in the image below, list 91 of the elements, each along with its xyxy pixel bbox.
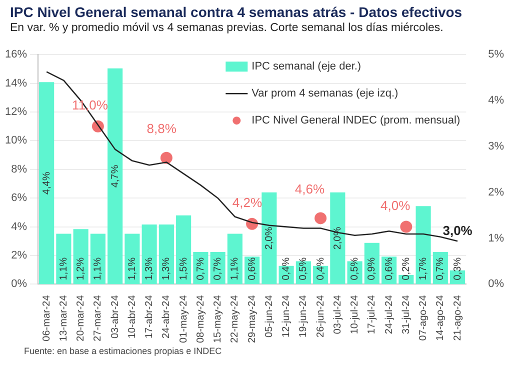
data-label: 0,3% [452, 257, 464, 280]
x-tick-label: 19-jun-24 [298, 294, 310, 338]
data-label: 0,7% [435, 257, 446, 280]
x-tick-label: 20-mar-24 [76, 294, 87, 342]
data-label: 4,0% [380, 198, 411, 213]
point [160, 152, 172, 164]
bar [39, 82, 54, 284]
data-label: 2,0% [264, 226, 275, 250]
x-tick-label: 06-mar-24 [41, 294, 52, 342]
data-label: 0,2% [400, 257, 412, 280]
y-tick-label: 16% [4, 48, 28, 61]
y-tick-label: 12% [4, 106, 28, 118]
legend-label: IPC Nivel General INDEC (prom. mensual) [252, 114, 460, 127]
y-tick-label: 0% [11, 278, 28, 290]
data-label: 0,4% [281, 257, 292, 280]
y2-tick-label: 3% [488, 140, 504, 152]
bar [142, 224, 157, 284]
data-label: 0,5% [298, 257, 310, 280]
data-label: 0,9% [366, 257, 378, 280]
data-label: 1,1% [126, 257, 138, 280]
x-tick-label: 22-may-24 [230, 294, 241, 344]
data-label: 0,7% [195, 257, 206, 280]
data-label: 1,1% [92, 257, 104, 280]
point [314, 212, 327, 224]
y2-tick-label: 2% [488, 186, 504, 198]
bar [124, 234, 140, 284]
chart-subtitle: En var. % y promedio móvil vs 4 semanas previas. Corte semanal los días miércoles. [9, 21, 444, 34]
x-tick-label: 17-abr-24 [144, 294, 156, 339]
bar [90, 234, 106, 284]
data-label: 8,8% [146, 121, 177, 136]
data-label: 1,7% [418, 257, 430, 280]
x-tick-label: 12-jun-24 [281, 294, 292, 338]
x-tick-label: 17-jul-24 [366, 294, 378, 334]
y2-tick-label: 1% [488, 232, 504, 244]
legend-label: Var prom 4 semanas (eje izq.) [252, 88, 398, 100]
data-label: 1,2% [76, 257, 87, 280]
y-tick-label: 10% [4, 134, 28, 147]
data-label: 1,1% [58, 257, 70, 280]
x-tick-label: 31-jul-24 [400, 294, 412, 334]
y-tick-label: 2% [11, 250, 28, 262]
bar [158, 224, 174, 284]
y-tick-label: 4% [11, 220, 28, 233]
data-label: 0,5% [350, 257, 361, 280]
x-tick-label: 05-jun-24 [264, 294, 275, 338]
data-label: 2,0% [332, 226, 344, 250]
data-label: 4,6% [294, 181, 325, 196]
data-label: 1,3% [144, 257, 156, 280]
data-label: 1,1% [230, 257, 241, 280]
source-note: Fuente: en base a estimaciones propias e INDEC [23, 346, 223, 356]
data-label: 4,4% [41, 172, 52, 195]
x-tick-label: 01-may-24 [178, 294, 190, 344]
x-tick-label: 03-jul-24 [332, 294, 344, 334]
y-tick-label: 6% [11, 192, 28, 204]
x-tick-label: 10-abr-24 [126, 294, 138, 339]
x-tick-label: 27-mar-24 [92, 294, 104, 342]
data-label: 4,7% [110, 164, 121, 188]
x-tick-label: 29-may-24 [246, 294, 258, 344]
data-label: 0,7% [212, 257, 224, 280]
x-tick-label: 13-mar-24 [58, 294, 70, 342]
data-label: 0,4% [315, 257, 326, 280]
point [400, 220, 412, 233]
bar [73, 229, 88, 284]
bar [56, 234, 72, 284]
data-label: 3,0% [442, 223, 473, 238]
data-label: 1,3% [161, 257, 172, 280]
x-tick-label: 07-ago-24 [418, 294, 430, 341]
legend-label: IPC semanal (eje der.) [252, 60, 362, 73]
x-tick-label: 24-abr-24 [161, 294, 172, 339]
bar [262, 192, 277, 284]
bar [108, 68, 123, 284]
y2-tick-label: 4% [488, 94, 504, 107]
x-tick-label: 03-abr-24 [110, 294, 121, 339]
data-label: 0,6% [246, 257, 258, 280]
bar [227, 234, 242, 284]
y2-tick-label: 5% [488, 48, 504, 61]
x-tick-label: 08-may-24 [195, 294, 206, 344]
bar [330, 192, 346, 284]
x-tick-label: 26-jun-24 [315, 294, 326, 338]
data-label: 1,5% [178, 257, 190, 280]
bar [416, 206, 431, 284]
x-tick-label: 21-ago-24 [452, 294, 464, 341]
y-tick-label: 8% [11, 163, 28, 176]
data-label: 0,6% [384, 257, 395, 280]
y2-tick-label: 0% [488, 278, 504, 290]
x-tick-label: 24-jul-24 [384, 294, 395, 334]
x-tick-label: 10-jul-24 [350, 294, 361, 334]
chart-title: IPC Nivel General semanal contra 4 semanas atrás - Datos efectivos [9, 3, 464, 20]
y-tick-label: 14% [4, 77, 28, 90]
x-tick-label: 15-may-24 [212, 294, 224, 344]
x-tick-label: 14-ago-24 [435, 294, 446, 341]
bar [176, 215, 192, 284]
